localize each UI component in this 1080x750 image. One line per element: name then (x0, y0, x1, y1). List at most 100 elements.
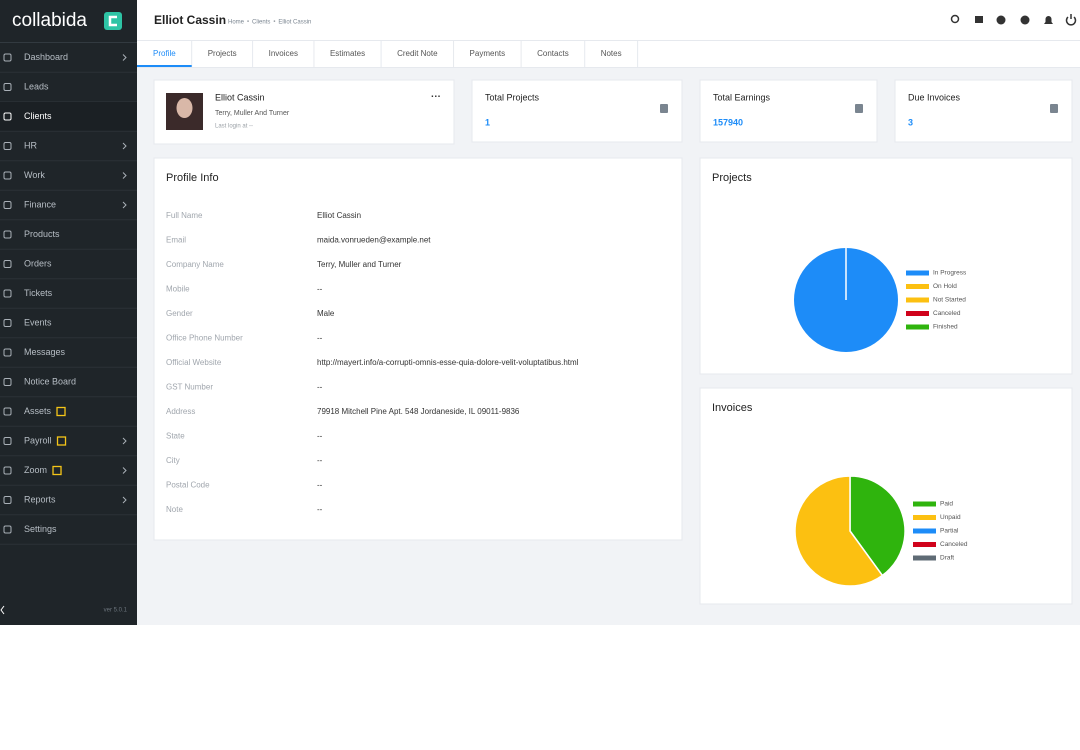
menu-item[interactable]: Events (24, 317, 52, 327)
tab[interactable]: Profile (153, 49, 176, 58)
add-icon[interactable] (1020, 15, 1030, 25)
chart-card (699, 157, 1073, 375)
card-title: Profile Info (166, 172, 219, 184)
legend-swatch[interactable] (906, 324, 929, 330)
breadcrumb-separator: • (247, 20, 249, 26)
chart-title: Invoices (712, 402, 753, 414)
legend-label[interactable]: Canceled (933, 310, 961, 317)
menu-item[interactable]: Reports (24, 494, 56, 504)
tab[interactable]: Estimates (330, 49, 365, 58)
legend-label[interactable]: Unpaid (940, 514, 961, 521)
search-icon[interactable] (950, 14, 960, 24)
menu-icon (3, 407, 12, 416)
legend-label[interactable]: Partial (940, 528, 959, 535)
menu-item[interactable]: Messages (24, 347, 66, 357)
tab-bar (137, 41, 1080, 67)
legend-swatch[interactable] (906, 270, 929, 276)
field-value: -- (317, 432, 323, 441)
power-icon[interactable] (1065, 14, 1077, 26)
brand-logo (104, 12, 122, 30)
breadcrumb[interactable]: Clients (252, 20, 270, 26)
gift-badge (56, 406, 66, 417)
chevron (122, 467, 127, 474)
field-value: -- (317, 505, 323, 514)
brand: collabida (12, 10, 87, 31)
tab[interactable]: Projects (208, 49, 237, 58)
menu-item[interactable]: Zoom (24, 465, 47, 475)
legend-swatch[interactable] (906, 284, 929, 289)
field-label: Office Phone Number (166, 334, 243, 343)
stat-value[interactable]: 3 (908, 117, 913, 127)
stat-value[interactable]: 157940 (713, 117, 743, 127)
legend-swatch[interactable] (913, 528, 936, 534)
stat-value[interactable]: 1 (485, 117, 490, 127)
legend-swatch[interactable] (913, 542, 936, 547)
field-label: Address (166, 407, 195, 416)
menu-icon (3, 319, 12, 327)
menu-item[interactable]: Finance (24, 199, 56, 209)
gift-badge (56, 436, 67, 446)
header-icons (950, 14, 1077, 26)
legend-label[interactable]: Draft (940, 555, 954, 562)
tab[interactable]: Notes (601, 49, 622, 58)
bell-icon[interactable] (1044, 16, 1053, 24)
field-value: -- (317, 456, 323, 465)
last-login: Last login at -- (215, 124, 253, 130)
legend-label[interactable]: Finished (933, 324, 958, 331)
legend-swatch[interactable] (913, 555, 936, 561)
tab[interactable]: Credit Note (397, 49, 438, 58)
legend-label[interactable]: Not Started (933, 297, 966, 304)
field-value: Male (317, 309, 335, 318)
legend-swatch[interactable] (913, 515, 936, 520)
notes-icon[interactable] (975, 16, 983, 23)
legend-label[interactable]: Canceled (940, 541, 968, 548)
menu-item[interactable]: Payroll (24, 435, 52, 445)
legend-label[interactable]: In Progress (933, 270, 967, 277)
menu-item[interactable]: HR (24, 140, 37, 150)
chevron (122, 437, 127, 445)
field-label: City (166, 456, 180, 465)
legend-swatch[interactable] (906, 311, 929, 316)
stat-card (471, 79, 683, 143)
menu-item[interactable]: Products (24, 229, 60, 239)
field-value: maida.vonrueden@example.net (317, 236, 431, 245)
menu-item[interactable]: Tickets (24, 288, 53, 298)
stat-icon (855, 104, 863, 113)
tab-active-underline (137, 65, 192, 67)
stat-label: Total Projects (485, 92, 540, 102)
menu-item[interactable]: Assets (24, 406, 52, 416)
menu-item[interactable]: Work (24, 170, 45, 180)
chevron (122, 172, 127, 179)
menu-icon (3, 53, 12, 62)
legend-label[interactable]: Paid (940, 501, 953, 508)
field-value: -- (317, 481, 323, 490)
sidebar (0, 0, 137, 625)
menu-item[interactable]: Clients (24, 111, 52, 121)
stat-card (894, 79, 1073, 143)
legend-swatch[interactable] (906, 297, 929, 303)
more-menu[interactable]: ··· (431, 92, 441, 103)
field-label: GST Number (166, 383, 213, 392)
clock-icon[interactable] (996, 15, 1006, 25)
field-value: -- (317, 285, 323, 294)
menu-icon (3, 83, 12, 91)
menu-item[interactable]: Leads (24, 81, 49, 91)
menu-item[interactable]: Notice Board (24, 376, 76, 386)
legend-label[interactable]: On Hold (933, 283, 957, 290)
collapse-button[interactable] (0, 605, 5, 615)
menu-icon (3, 496, 12, 504)
tab[interactable]: Invoices (269, 49, 298, 58)
legend-swatch[interactable] (913, 501, 936, 507)
tab[interactable]: Payments (470, 49, 506, 58)
breadcrumb[interactable]: Home (228, 20, 245, 26)
menu-item[interactable]: Settings (24, 524, 57, 534)
menu-item[interactable]: Orders (24, 258, 52, 268)
menu-item[interactable]: Dashboard (24, 52, 68, 62)
menu-icon (3, 171, 12, 180)
chart-title: Projects (712, 172, 752, 184)
tab[interactable]: Contacts (537, 49, 569, 58)
stat-card (699, 79, 878, 143)
field-label: Full Name (166, 211, 203, 220)
field-label: Official Website (166, 358, 222, 367)
